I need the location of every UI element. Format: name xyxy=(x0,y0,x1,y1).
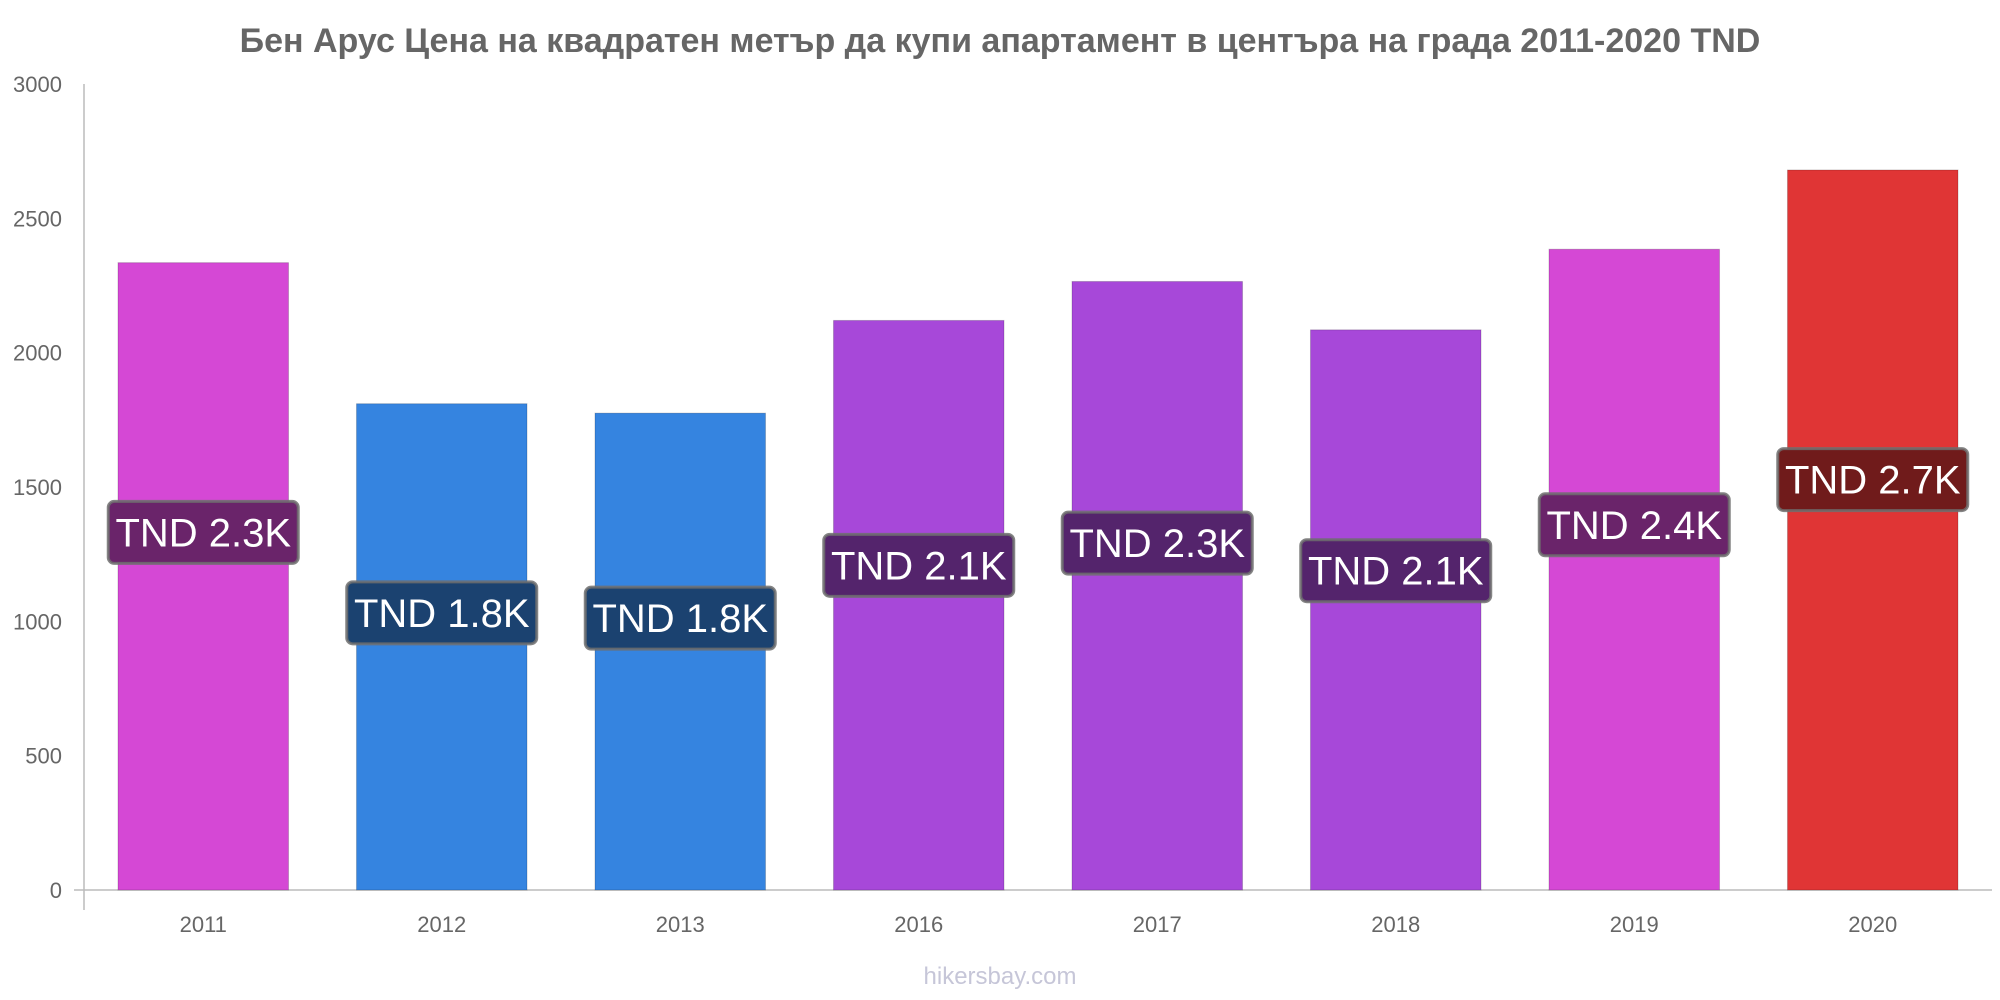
bar xyxy=(117,262,290,891)
data-label-box xyxy=(1537,492,1731,558)
data-label-box xyxy=(345,580,539,646)
data-label-box xyxy=(583,585,777,651)
data-label: TND 2.7K xyxy=(1785,459,1961,503)
bar xyxy=(1786,169,1959,891)
data-label-box xyxy=(1299,538,1493,604)
x-tick-label: 2019 xyxy=(1610,912,1659,937)
bars xyxy=(117,169,1959,891)
bar xyxy=(832,319,1005,891)
y-axis: 0 500 1000 1500 2000 2500 3000 xyxy=(13,72,85,910)
data-label-box xyxy=(106,499,300,565)
x-tick-label: 2016 xyxy=(894,912,943,937)
bar xyxy=(1548,248,1721,891)
data-label: TND 2.4K xyxy=(1546,504,1722,548)
bar xyxy=(594,412,767,891)
data-label-box xyxy=(1776,447,1970,513)
bar xyxy=(355,403,528,891)
data-label: TND 1.8K xyxy=(354,592,530,636)
data-label: TND 2.3K xyxy=(115,511,291,555)
bar xyxy=(1071,280,1244,891)
data-label: TND 2.1K xyxy=(831,544,1007,588)
data-label: TND 2.1K xyxy=(1308,550,1484,594)
x-tick-label: 2012 xyxy=(417,912,466,937)
data-label: TND 2.3K xyxy=(1069,522,1245,566)
y-tick-label: 1000 xyxy=(13,609,62,634)
x-tick-label: 2020 xyxy=(1848,912,1897,937)
data-label-box xyxy=(822,532,1016,598)
x-tick-label: 2011 xyxy=(180,912,227,937)
x-axis: 2011 2012 2013 2016 2017 2018 2019 2020 xyxy=(74,889,1992,937)
x-tick-label: 2017 xyxy=(1133,912,1182,937)
x-tick-label: 2018 xyxy=(1371,912,1420,937)
data-label: TND 1.8K xyxy=(592,597,768,641)
watermark: hikersbay.com xyxy=(924,963,1077,990)
y-tick-label: 2500 xyxy=(13,206,62,231)
y-tick-label: 500 xyxy=(25,744,62,769)
x-tick-label: 2013 xyxy=(656,912,705,937)
bar xyxy=(1309,329,1482,891)
y-tick-label: 2000 xyxy=(13,341,62,366)
data-label-box xyxy=(1060,510,1254,576)
chart-title: Бен Арус Цена на квадратен метър да купи… xyxy=(240,22,1761,60)
y-tick-label: 3000 xyxy=(13,72,62,97)
y-tick-label: 0 xyxy=(50,878,62,903)
data-labels: TND 2.3K TND 1.8K TND 1.8K TND 2.1K TND 2.3K… xyxy=(106,447,1970,651)
y-tick-label: 1500 xyxy=(13,475,62,500)
